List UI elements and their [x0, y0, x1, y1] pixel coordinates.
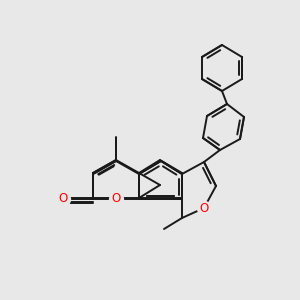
- Text: O: O: [58, 193, 68, 206]
- Text: O: O: [200, 202, 208, 214]
- Text: O: O: [111, 193, 121, 206]
